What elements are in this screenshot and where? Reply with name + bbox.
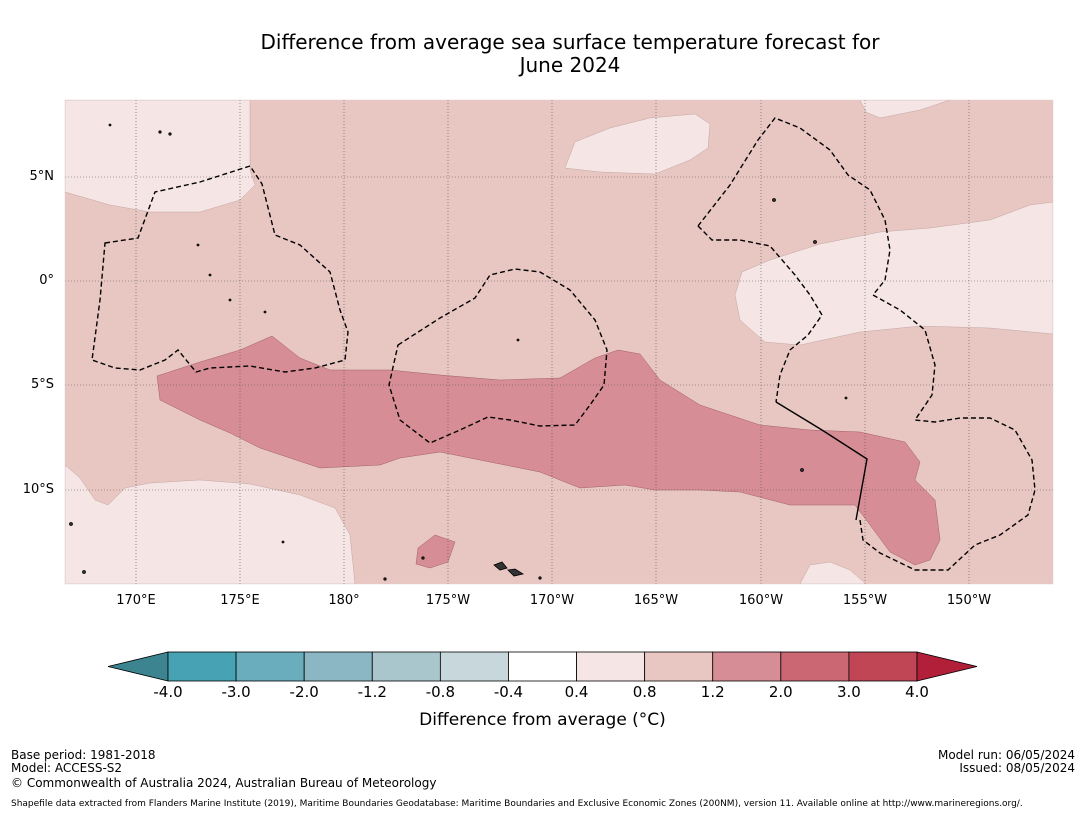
copyright: © Commonwealth of Australia 2024, Austra… (11, 776, 437, 790)
island-9 (263, 310, 267, 314)
colorbar-tick-label: -0.8 (425, 683, 455, 701)
lon-label-160w: 160°W (738, 593, 784, 608)
lon-label-170w: 170°W (529, 593, 575, 608)
title-line-2: June 2024 (519, 53, 621, 77)
map-fill-layer (65, 100, 1053, 584)
issued-date: Issued: 08/05/2024 (959, 761, 1075, 775)
island-19 (844, 396, 848, 400)
island-20 (281, 540, 285, 544)
light-region-east (734, 201, 1053, 346)
island-4 (168, 132, 172, 136)
colorbar-tick-label: 1.2 (700, 683, 725, 701)
lon-label-165w: 165°W (633, 593, 679, 608)
eez-boundary-center (388, 268, 608, 444)
colorbar-cell (371, 651, 441, 682)
lon-label-175w: 175°W (425, 593, 471, 608)
lon-label-170e: 170°E (116, 593, 156, 608)
colorbar-tick-label: 0.4 (564, 683, 589, 701)
lon-label-155w: 155°W (842, 593, 888, 608)
lat-label-5n: 5°N (29, 169, 55, 184)
light-region-northwest (65, 100, 256, 213)
colorbar-tick-label: -2.0 (289, 683, 319, 701)
island-14 (69, 522, 73, 526)
colorbar-tick-label: 4.0 (905, 683, 929, 701)
colorbar (107, 651, 978, 682)
light-region-southwest (65, 464, 356, 584)
eez-boundary-west (91, 165, 349, 373)
island-12 (800, 468, 804, 472)
colorbar-cell (780, 651, 850, 682)
colorbar-cell (167, 651, 237, 682)
model-run: Model run: 06/05/2024 (937, 748, 1075, 762)
colorbar-tick-label: -0.4 (493, 683, 524, 701)
map-frame (64, 99, 1054, 585)
light-region-north (564, 113, 711, 175)
model-name: Model: ACCESS-S2 (11, 761, 123, 775)
colorbar-cell (508, 651, 577, 682)
colorbar-cell (235, 651, 305, 682)
island-2 (507, 568, 525, 577)
strong-anomaly-band (156, 335, 941, 566)
lat-label-0: 0° (39, 273, 54, 288)
colorbar-tick-label: 3.0 (836, 683, 861, 701)
colorbar-cell (644, 651, 714, 682)
island-16 (383, 577, 387, 581)
lon-label-175e: 175°E (220, 593, 260, 608)
footer-right: Model run: 06/05/2024 Issued: 08/05/2024 (938, 749, 1075, 775)
colorbar-cell (303, 651, 373, 682)
eez-boundaries (91, 117, 1036, 571)
maritime-boundary-solid (775, 401, 868, 521)
island-10 (772, 198, 776, 202)
colorbar-tick-label: -3.0 (221, 683, 251, 701)
footer-left: Base period: 1981-2018 Model: ACCESS-S2 … (11, 749, 436, 790)
eez-boundary-east-north (697, 117, 1036, 571)
island-8 (228, 298, 232, 302)
colorbar-title: Difference from average (°C) (419, 710, 666, 730)
island-5 (108, 123, 112, 127)
island-1 (493, 561, 508, 571)
colorbar-cell (439, 651, 509, 682)
island-15 (82, 570, 86, 574)
island-3 (158, 130, 162, 134)
lon-label-180: 180° (328, 593, 360, 608)
lat-label-5s: 5°S (30, 377, 54, 392)
title-line-1: Difference from average sea surface temp… (260, 30, 880, 54)
shapefile-credit: Shapefile data extracted from Flanders M… (11, 799, 1023, 809)
colorbar-tick-label: 0.8 (632, 683, 657, 701)
island-17 (538, 576, 542, 580)
colorbar-tick-label: -1.2 (357, 683, 387, 701)
light-region-southeast (799, 561, 867, 584)
colorbar-cells (167, 651, 918, 682)
colorbar-cell (848, 651, 918, 682)
colorbar-cell (712, 651, 782, 682)
island-13 (421, 556, 425, 560)
islands (69, 123, 848, 581)
island-6 (196, 243, 200, 247)
lat-label-10s: 10°S (22, 482, 54, 497)
colorbar-tick-label: 2.0 (768, 683, 793, 701)
colorbar-extend-low (107, 651, 169, 682)
chart-title: Difference from average sea surface temp… (0, 31, 1085, 77)
colorbar-cell (576, 651, 646, 682)
lon-label-150w: 150°W (946, 593, 992, 608)
colorbar-extend-high (916, 651, 978, 682)
base-period: Base period: 1981-2018 (11, 748, 156, 762)
island-18 (516, 338, 520, 342)
island-11 (813, 240, 817, 244)
island-7 (208, 273, 212, 277)
colorbar-tick-label: -4.0 (153, 683, 183, 701)
